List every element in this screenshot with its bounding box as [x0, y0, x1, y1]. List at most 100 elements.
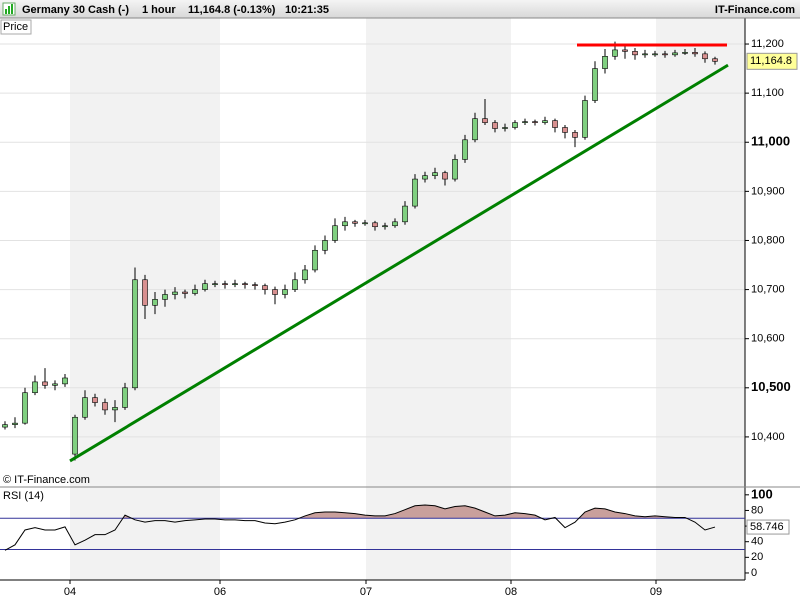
rsi-tick-label: 20 — [751, 551, 763, 563]
candle-body — [662, 53, 668, 56]
y-tick-label: 10,600 — [751, 333, 785, 345]
rsi-tick-label: 80 — [751, 504, 763, 516]
candle-body — [712, 58, 718, 62]
candle-body — [182, 291, 188, 294]
rsi-last-box — [746, 519, 790, 535]
candle-body — [212, 283, 218, 285]
candle-body — [542, 120, 548, 123]
rsi-tick-label: 0 — [751, 567, 757, 579]
candle-body — [92, 397, 98, 403]
candle-body — [552, 120, 558, 128]
candle-body — [162, 294, 168, 300]
candle-body — [592, 68, 598, 101]
candle-body — [142, 279, 148, 306]
candle-body — [192, 289, 198, 294]
candle-body — [702, 53, 708, 60]
day-band — [366, 18, 511, 580]
candle-body — [402, 205, 408, 223]
candle-body — [32, 381, 38, 394]
x-tick-label: 06 — [214, 586, 226, 598]
candle-body — [202, 283, 208, 290]
candle-body — [312, 249, 318, 271]
last-price-box — [746, 52, 798, 70]
rsi-label: RSI (14) — [3, 490, 44, 502]
candle-body — [502, 127, 508, 129]
candle-body — [332, 225, 338, 241]
x-tick-label: 04 — [64, 586, 76, 598]
candle-body — [372, 222, 378, 228]
candle-body — [2, 424, 8, 428]
quote: 11,164.8 (-0.13%) — [188, 4, 276, 16]
candle-body — [572, 132, 578, 138]
rsi-line — [4, 504, 716, 551]
candle-body — [82, 397, 88, 418]
candle-body — [482, 118, 488, 123]
candle-body — [272, 289, 278, 295]
candle-body — [392, 221, 398, 227]
candle-body — [682, 52, 688, 54]
y-tick-label: 10,700 — [751, 283, 785, 295]
panel-label-box — [0, 19, 32, 35]
candle-body — [652, 53, 658, 56]
candle-body — [432, 172, 438, 176]
candle-body — [72, 416, 78, 455]
candle-body — [512, 122, 518, 128]
candle-body — [112, 407, 118, 411]
candle-body — [122, 387, 128, 408]
y-tick-label: 10,400 — [751, 431, 785, 443]
candle-body — [252, 284, 258, 286]
last-price-label: 11,164.8 — [750, 55, 792, 67]
rsi-tick-label: 100 — [751, 486, 773, 501]
candle-body — [342, 221, 348, 227]
candle-body — [632, 51, 638, 56]
candle-body — [52, 383, 58, 386]
candle-body — [42, 381, 48, 386]
y-tick-label: 10,900 — [751, 185, 785, 197]
candle-body — [172, 291, 178, 295]
candle-body — [622, 49, 628, 52]
candle-body — [452, 159, 458, 180]
instrument-title: Germany 30 Cash (-) — [22, 4, 129, 16]
candle-body — [382, 225, 388, 228]
y-tick-label: 11,100 — [751, 87, 784, 99]
candle-body — [362, 222, 368, 225]
header-bar — [0, 0, 800, 18]
y-tick-label: 11,200 — [751, 38, 784, 50]
candle-body — [62, 377, 68, 385]
app-icon — [2, 2, 16, 16]
x-tick-label: 08 — [505, 586, 517, 598]
candle-body — [302, 269, 308, 281]
y-tick-label: 11,000 — [751, 134, 790, 149]
candle-body — [262, 285, 268, 290]
x-tick-label: 09 — [650, 586, 662, 598]
day-band — [656, 18, 745, 580]
candle-body — [102, 402, 108, 411]
trendline — [69, 63, 729, 463]
candle-body — [562, 127, 568, 133]
candle-body — [472, 118, 478, 141]
copyright: © IT-Finance.com — [3, 474, 90, 486]
candle-body — [612, 49, 618, 57]
y-tick-label: 10,800 — [751, 234, 785, 246]
candle-body — [412, 178, 418, 207]
candle-body — [222, 283, 228, 285]
candle-body — [152, 299, 158, 306]
candle-body — [582, 100, 588, 138]
candle-body — [22, 392, 28, 424]
candle-body — [692, 52, 698, 55]
candle-body — [292, 279, 298, 290]
candle-body — [492, 122, 498, 129]
candle-body — [602, 56, 608, 69]
candle-body — [322, 240, 328, 251]
candle-body — [672, 52, 678, 56]
candle-body — [232, 283, 238, 285]
candle-body — [132, 279, 138, 389]
panel-label: Price — [3, 21, 28, 33]
candle-body — [642, 53, 648, 56]
y-tick-label: 10,500 — [751, 379, 791, 394]
candle-body — [352, 221, 358, 224]
rsi-tick-label: 40 — [751, 536, 763, 548]
time: 10:21:35 — [285, 4, 329, 16]
candle-body — [442, 172, 448, 180]
brand: IT-Finance.com — [715, 4, 795, 16]
